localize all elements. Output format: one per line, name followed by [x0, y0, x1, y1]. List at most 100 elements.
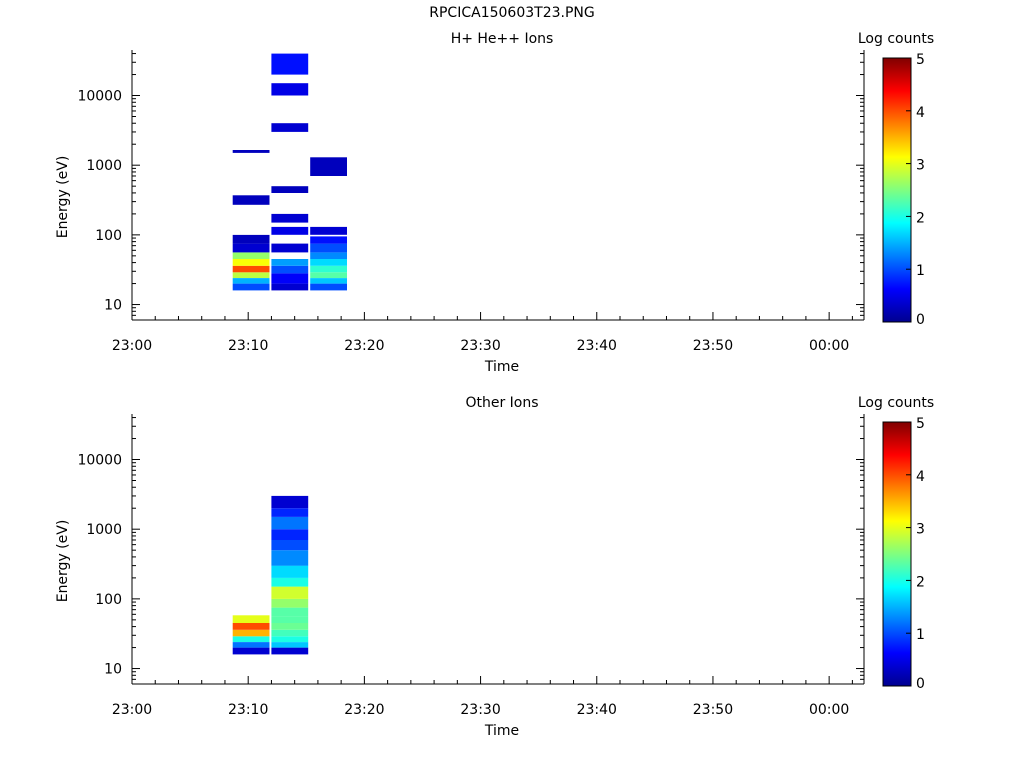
- y-tick-label: 10000: [77, 89, 122, 105]
- heatmap-cell: [232, 259, 270, 266]
- colorbar-tick-label: 3: [916, 158, 925, 174]
- x-tick-label: 23:40: [577, 338, 617, 354]
- x-tick-label: 23:10: [228, 338, 268, 354]
- y-tick-label: 10000: [77, 453, 122, 469]
- heatmap-cell: [232, 234, 270, 244]
- colorbar-tick-label: 2: [916, 574, 925, 590]
- heatmap-cell: [271, 540, 309, 551]
- colorbar: [882, 57, 912, 323]
- heatmap-cell: [232, 615, 270, 623]
- colorbar-tick-label: 1: [916, 627, 925, 643]
- heatmap-cell: [232, 647, 270, 655]
- heatmap-cell: [271, 629, 309, 637]
- heatmap-cell: [271, 636, 309, 642]
- x-tick-label: 23:50: [693, 702, 733, 718]
- heatmap-cell: [232, 150, 270, 153]
- heatmap-cell: [310, 157, 347, 176]
- heatmap-cell: [271, 577, 309, 587]
- y-tick-label: 10: [104, 298, 122, 314]
- colorbar-tick-label: 5: [916, 52, 925, 68]
- x-tick-label: 23:50: [693, 338, 733, 354]
- heatmap-cell: [271, 226, 309, 235]
- x-tick-label: 00:00: [809, 338, 849, 354]
- y-tick-label: 100: [95, 592, 122, 608]
- heatmap-cell: [271, 529, 309, 540]
- panel-title: H+ He++ Ions: [451, 31, 554, 47]
- colorbar: [882, 421, 912, 687]
- heatmap-cell: [232, 195, 270, 205]
- heatmap-cell: [271, 598, 309, 608]
- y-axis-label: Energy (eV): [55, 156, 71, 239]
- heatmap-cell: [271, 123, 309, 132]
- colorbar-tick-label: 3: [916, 522, 925, 538]
- y-tick-label: 1000: [86, 158, 122, 174]
- x-tick-label: 23:20: [344, 338, 384, 354]
- colorbar-tick-label: 4: [916, 105, 925, 121]
- heatmap-cell: [271, 607, 309, 617]
- heatmap-cell: [271, 259, 309, 266]
- heatmap-cell: [271, 83, 309, 96]
- heatmap-cell: [232, 265, 270, 273]
- x-axis-label: Time: [484, 723, 519, 739]
- heatmap-cell: [271, 647, 309, 655]
- heatmap-cell: [310, 283, 347, 291]
- x-tick-label: 23:30: [460, 702, 500, 718]
- heatmap-cell: [232, 283, 270, 291]
- x-tick-label: 23:30: [460, 338, 500, 354]
- colorbar-label: Log counts: [858, 395, 934, 411]
- x-tick-label: 23:20: [344, 702, 384, 718]
- heatmap-cell: [271, 642, 309, 648]
- heatmap-cell: [310, 272, 347, 278]
- heatmap-cell: [310, 265, 347, 273]
- heatmap-cell: [232, 629, 270, 637]
- x-axis-label: Time: [484, 359, 519, 375]
- colorbar-tick-label: 0: [916, 676, 925, 692]
- colorbar-label: Log counts: [858, 31, 934, 47]
- figure-title: RPCICA150603T23.PNG: [429, 5, 595, 21]
- heatmap-cell: [271, 495, 309, 509]
- heatmap-cell: [310, 259, 347, 266]
- heatmap-cell: [271, 550, 309, 566]
- colorbar-tick-label: 5: [916, 416, 925, 432]
- heatmap-cell: [271, 53, 309, 75]
- heatmap-cell: [232, 278, 270, 284]
- heatmap-cell: [271, 273, 309, 284]
- heatmap-cell: [271, 265, 309, 274]
- heatmap-cell: [310, 278, 347, 284]
- heatmap-cell: [271, 565, 309, 578]
- heatmap-cell: [232, 243, 270, 253]
- y-tick-label: 10: [104, 662, 122, 678]
- heatmap-cell: [271, 516, 309, 530]
- heatmap-cell: [271, 243, 309, 253]
- colorbar-tick-label: 4: [916, 469, 925, 485]
- colorbar-tick-label: 2: [916, 210, 925, 226]
- heatmap-cell: [271, 213, 309, 223]
- heatmap-cell: [271, 616, 309, 623]
- colorbar-tick-label: 0: [916, 312, 925, 328]
- y-tick-label: 1000: [86, 522, 122, 538]
- heatmap-cell: [310, 252, 347, 259]
- heatmap-cell: [310, 226, 347, 235]
- heatmap-cell: [310, 243, 347, 253]
- heatmap-cell: [271, 623, 309, 630]
- heatmap-cell: [310, 236, 347, 244]
- heatmap-cell: [232, 642, 270, 648]
- panel-title: Other Ions: [465, 395, 538, 411]
- y-tick-label: 100: [95, 228, 122, 244]
- x-tick-label: 00:00: [809, 702, 849, 718]
- colorbar-tick-label: 1: [916, 263, 925, 279]
- x-tick-label: 23:10: [228, 702, 268, 718]
- x-tick-label: 23:40: [577, 702, 617, 718]
- heatmap-cell: [232, 252, 270, 259]
- heatmap-cell: [271, 186, 309, 193]
- heatmap-cell: [232, 623, 270, 630]
- heatmap-cell: [271, 283, 309, 291]
- y-axis-label: Energy (eV): [55, 520, 71, 603]
- heatmap-cell: [271, 586, 309, 599]
- heatmap-cell: [232, 636, 270, 642]
- heatmap-cell: [232, 272, 270, 278]
- x-tick-label: 23:00: [112, 338, 152, 354]
- x-tick-label: 23:00: [112, 702, 152, 718]
- heatmap-cell: [271, 508, 309, 517]
